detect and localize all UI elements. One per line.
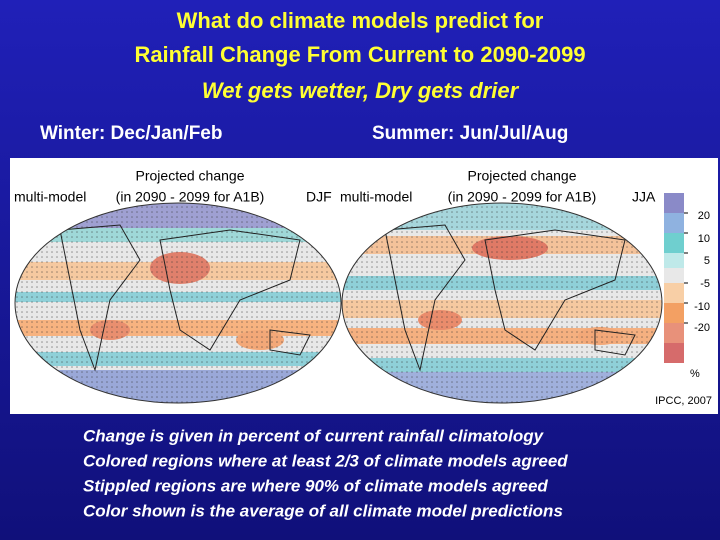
note: Stippled regions are where 90% of climat… (83, 476, 548, 495)
colorbar-label: 20 (698, 210, 710, 222)
map-outline (14, 202, 342, 404)
model-label: multi-model (14, 189, 86, 205)
note: Colored regions where at least 2/3 of cl… (83, 451, 568, 470)
source: IPCC, 2007 (655, 395, 712, 407)
colorbar-label: -20 (694, 322, 710, 334)
colorbar-label: -10 (694, 301, 710, 313)
map-heading: Projected change (136, 168, 245, 184)
model-label: multi-model (340, 189, 412, 205)
colorbar-label: 5 (704, 255, 710, 267)
panel-label: Winter: Dec/Jan/Feb (40, 123, 222, 144)
panel-label: Summer: Jun/Jul/Aug (372, 123, 568, 144)
colorbar-label: 10 (698, 233, 710, 245)
colorbar (664, 193, 684, 363)
note: Change is given in percent of current ra… (83, 426, 545, 445)
colorbar-label: -5 (700, 278, 710, 290)
season-code: DJF (306, 189, 332, 205)
colorbar-unit: % (690, 368, 700, 380)
note: Color shown is the average of all climat… (83, 501, 563, 520)
title-line: What do climate models predict for (177, 8, 544, 33)
subtitle: Wet gets wetter, Dry gets drier (202, 78, 520, 103)
title-line: Rainfall Change From Current to 2090-209… (134, 42, 585, 67)
map-heading: Projected change (468, 168, 577, 184)
season-code: JJA (632, 189, 656, 205)
map-outline (341, 202, 663, 404)
map-period: (in 2090 - 2099 for A1B) (116, 189, 265, 205)
map-period: (in 2090 - 2099 for A1B) (448, 189, 597, 205)
